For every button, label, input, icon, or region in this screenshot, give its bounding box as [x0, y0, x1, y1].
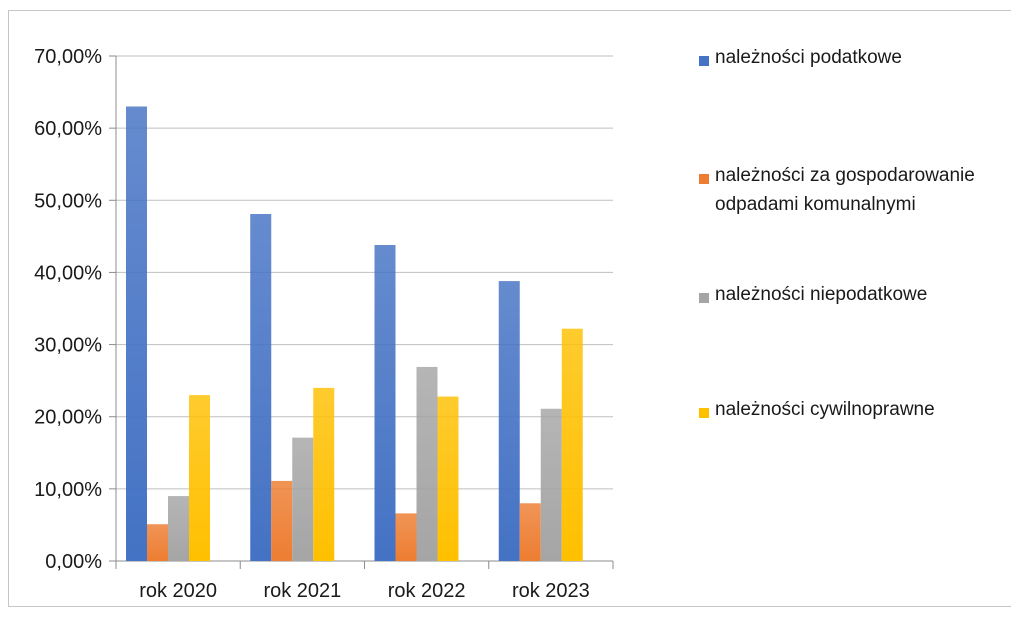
bar-4-rok-2022	[437, 396, 459, 561]
y-tick-label: 50,00%	[34, 190, 102, 212]
bar-3-rok-2020	[168, 496, 189, 561]
y-tick-label: 10,00%	[34, 479, 102, 501]
bar-2-rok-2021	[271, 480, 293, 561]
bar-1-rok-2022	[374, 245, 396, 561]
x-tick-label: rok 2023	[512, 580, 590, 602]
x-tick-label: rok 2022	[388, 580, 466, 602]
legend-label: należności podatkowe	[715, 43, 902, 72]
legend-swatch-yellow	[699, 408, 709, 418]
legend-swatch-gray	[699, 293, 709, 303]
bar-chart: 0,00% 10,00% 20,00% 30,00% 40,00% 50,00% 60,00…	[34, 46, 614, 602]
legend-label: należności za gospodarowanie odpadami kom…	[715, 161, 975, 219]
legend: należności podatkowe należności za gospo…	[699, 11, 1011, 611]
bar-4-rok-2020	[189, 395, 210, 561]
y-tick-label: 20,00%	[34, 407, 102, 429]
bar-1-rok-2021	[250, 213, 272, 561]
y-tick-label: 0,00%	[45, 551, 102, 573]
legend-item-podatkowe: należności podatkowe	[699, 47, 902, 72]
legend-label-line1: należności cywilnoprawne	[715, 399, 935, 420]
bar-1-rok-2020	[126, 106, 147, 561]
legend-item-niepodatkowe: należności niepodatkowe	[699, 284, 927, 309]
legend-swatch-blue	[699, 56, 709, 66]
x-tick-label: rok 2021	[263, 580, 341, 602]
x-tick-label: rok 2020	[139, 580, 217, 602]
bar-3-rok-2022	[416, 366, 438, 561]
legend-label-line1: należności podatkowe	[715, 47, 902, 68]
legend-item-cywilnoprawne: należności cywilnoprawne	[699, 399, 935, 424]
y-tick-label: 60,00%	[34, 118, 102, 140]
bar-3-rok-2023	[540, 408, 562, 561]
bar-2-rok-2020	[147, 524, 168, 561]
legend-label-line1: należności za gospodarowanie	[715, 165, 975, 186]
legend-label-line2: odpadami komunalnymi	[715, 194, 916, 215]
chart-frame: 0,00% 10,00% 20,00% 30,00% 40,00% 50,00% 60,00…	[8, 10, 1011, 607]
bar-1-rok-2023	[498, 281, 520, 561]
legend-label: należności cywilnoprawne	[715, 395, 935, 424]
legend-label: należności niepodatkowe	[715, 280, 927, 309]
bar-3-rok-2021	[292, 437, 314, 561]
legend-label-line1: należności niepodatkowe	[715, 284, 928, 305]
bar-2-rok-2022	[395, 513, 417, 561]
bar-4-rok-2021	[313, 387, 335, 561]
y-tick-label: 40,00%	[34, 262, 102, 284]
y-tick-label: 70,00%	[34, 46, 102, 68]
bar-4-rok-2023	[561, 328, 583, 561]
legend-swatch-orange	[699, 174, 709, 184]
bar-2-rok-2023	[519, 503, 541, 561]
legend-item-odpady: należności za gospodarowanie odpadami kom…	[699, 165, 975, 219]
y-tick-label: 30,00%	[34, 335, 102, 357]
